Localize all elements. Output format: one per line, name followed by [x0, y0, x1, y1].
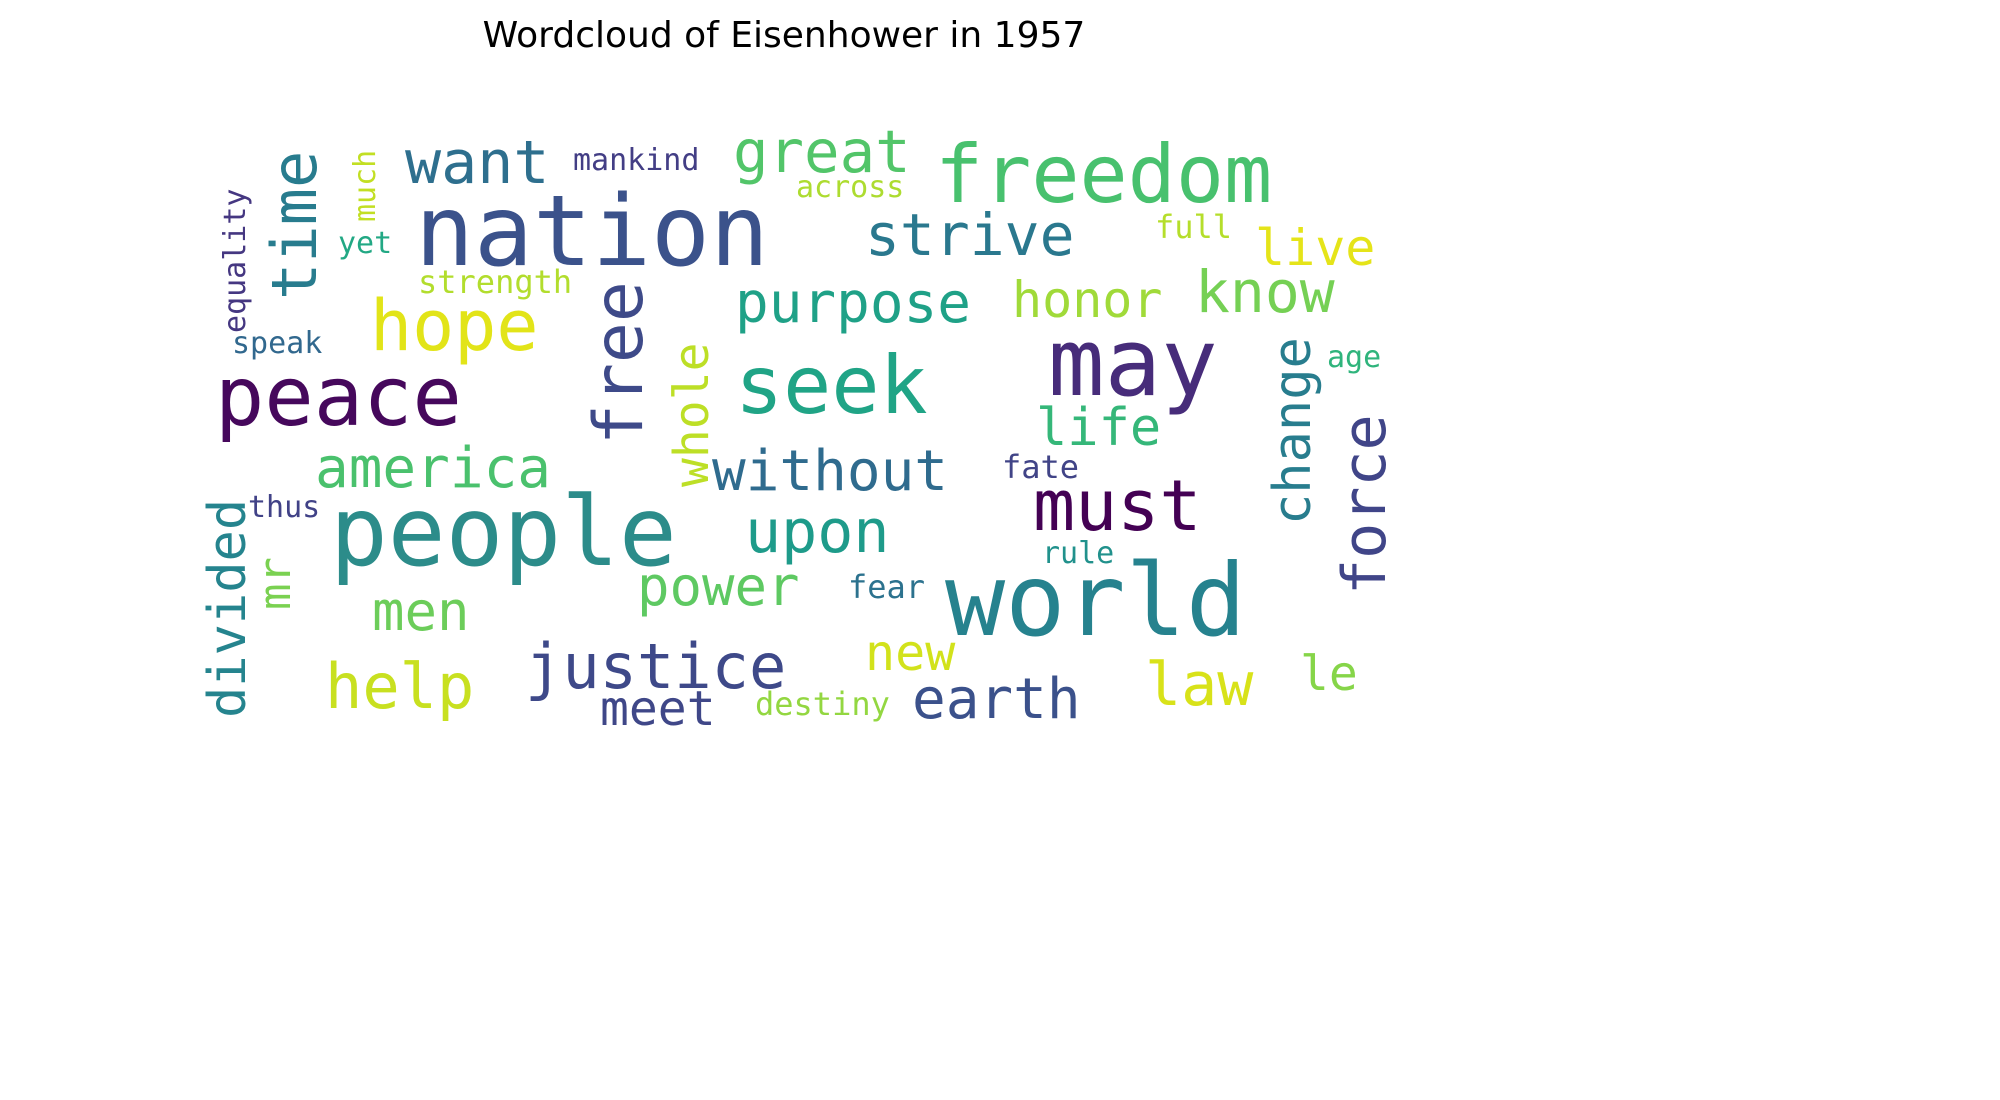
- word-want: want: [405, 128, 550, 198]
- word-fear: fear: [848, 568, 925, 606]
- word-force: force: [1330, 414, 1400, 595]
- word-purpose: purpose: [735, 271, 971, 336]
- wordcloud-chart: Wordcloud of Eisenhower in 1957 nationfr…: [198, 15, 1400, 737]
- word-must: must: [1033, 465, 1202, 547]
- word-full: full: [1155, 208, 1232, 246]
- word-new: new: [865, 624, 956, 682]
- word-hope: hope: [370, 285, 539, 367]
- word-change: change: [1263, 337, 1323, 525]
- word-fate: fate: [1002, 448, 1079, 486]
- word-nation: nation: [415, 175, 769, 289]
- word-much: much: [348, 150, 383, 222]
- word-america: america: [315, 436, 551, 501]
- word-divided: divided: [198, 499, 258, 718]
- word-freedom: freedom: [935, 128, 1272, 221]
- word-whole: whole: [664, 343, 720, 488]
- word-upon: upon: [745, 497, 890, 567]
- word-free: free: [580, 281, 659, 445]
- word-age: age: [1327, 340, 1381, 375]
- word-law: law: [1145, 650, 1254, 720]
- word-yet: yet: [338, 226, 392, 261]
- chart-title: Wordcloud of Eisenhower in 1957: [483, 15, 1086, 56]
- word-speak: speak: [232, 326, 322, 361]
- word-power: power: [637, 555, 800, 618]
- word-life: life: [1036, 398, 1161, 458]
- word-across: across: [796, 170, 904, 205]
- word-people: people: [330, 476, 677, 588]
- word-men: men: [372, 580, 470, 643]
- word-strength: strength: [418, 263, 572, 301]
- word-justice: justice: [525, 630, 786, 703]
- word-seek: seek: [735, 339, 928, 432]
- word-honor: honor: [1012, 271, 1163, 329]
- word-peace: peace: [215, 350, 462, 445]
- word-without: without: [712, 439, 948, 504]
- word-may: may: [1048, 309, 1218, 418]
- word-help: help: [325, 650, 474, 723]
- word-world: world: [945, 542, 1246, 659]
- word-destiny: destiny: [755, 685, 890, 723]
- word-strive: strive: [865, 201, 1075, 269]
- word-know: know: [1195, 258, 1335, 326]
- word-equality: equality: [218, 189, 253, 334]
- word-mankind: mankind: [573, 143, 699, 178]
- word-meet: meet: [600, 681, 716, 737]
- word-group: nation freedom people world may peace seek hope…: [198, 117, 1400, 737]
- word-le: le: [1300, 646, 1358, 702]
- word-mr: mr: [250, 557, 301, 610]
- word-thus: thus: [248, 490, 320, 525]
- word-great: great: [733, 117, 911, 186]
- word-rule: rule: [1042, 536, 1114, 571]
- word-time: time: [258, 151, 331, 300]
- word-live: live: [1255, 219, 1375, 277]
- word-earth: earth: [912, 667, 1081, 732]
